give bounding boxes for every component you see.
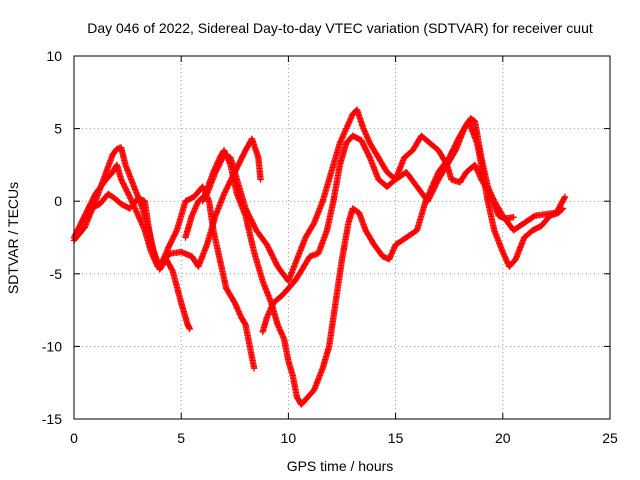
x-tick-label: 25 (602, 430, 618, 446)
x-tick-label: 15 (388, 430, 404, 446)
chart-title: Day 046 of 2022, Sidereal Day-to-day VTE… (87, 20, 593, 36)
series-trace-6 (259, 132, 517, 336)
y-tick-label: 5 (54, 121, 62, 137)
data-point (366, 153, 373, 160)
plot-frame (73, 55, 611, 420)
y-tick-label: -15 (42, 411, 62, 427)
data-point (133, 208, 140, 215)
y-axis-label: SDTVAR / TECUs (5, 182, 21, 294)
y-tick-label: -5 (50, 266, 63, 282)
data-point (126, 193, 133, 201)
y-tick-label: 10 (46, 48, 62, 64)
data-point (173, 228, 180, 235)
data-point (257, 176, 264, 183)
data-marks (70, 106, 569, 408)
axis-ticks (73, 55, 611, 420)
x-tick-label: 20 (495, 430, 511, 446)
x-tick-label: 5 (177, 430, 185, 446)
data-point (134, 211, 141, 218)
data-point (168, 266, 176, 273)
data-point (133, 209, 141, 217)
data-point (561, 194, 568, 202)
data-point (127, 196, 135, 203)
data-point (510, 213, 517, 221)
x-tick-label: 0 (70, 430, 78, 446)
tick-labels: 0 5 10 15 20 25 -15 -10 -5 0 5 10 (42, 48, 618, 446)
series-trace-2 (70, 135, 264, 270)
y-tick-label: 0 (54, 193, 62, 209)
series-trace-5 (182, 106, 569, 285)
data-point (132, 206, 139, 214)
y-tick-label: -10 (42, 338, 62, 354)
data-point (186, 325, 193, 333)
data-point (127, 195, 134, 202)
data-point (250, 364, 258, 372)
x-axis-label: GPS time / hours (287, 458, 394, 474)
data-point (561, 193, 569, 201)
series-trace-3 (87, 183, 258, 372)
data-point (125, 192, 133, 199)
x-tick-label: 10 (281, 430, 297, 446)
